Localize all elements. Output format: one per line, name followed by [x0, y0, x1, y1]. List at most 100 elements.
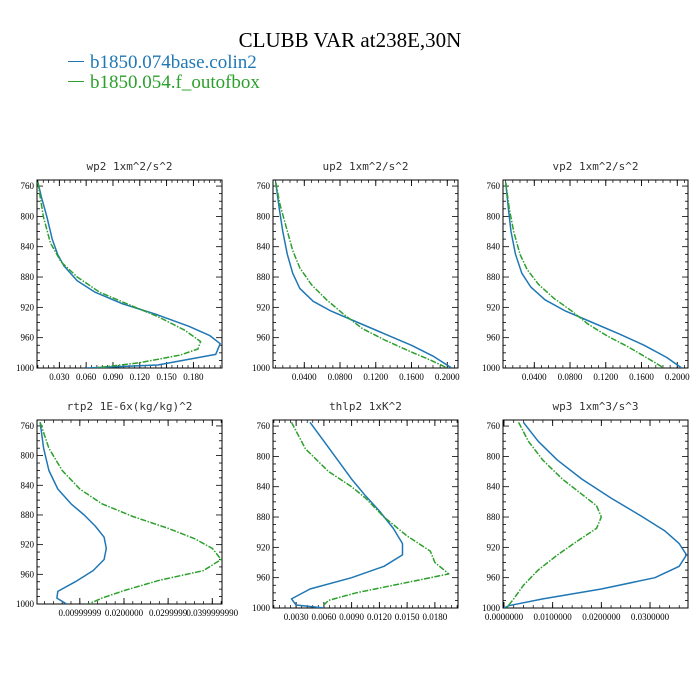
y-tick-label: 960	[21, 333, 35, 343]
x-tick-label: 0.0399999990	[186, 608, 238, 618]
y-tick-label: 840	[487, 482, 501, 492]
x-tick-label: 0.1200	[593, 372, 618, 382]
y-tick-label: 920	[21, 302, 35, 312]
plot-frame	[502, 419, 689, 609]
y-tick-label: 800	[487, 211, 501, 221]
plot-frame	[272, 419, 459, 609]
x-tick-label: 0.090	[103, 372, 124, 382]
panel-title: thlp2 1xK^2	[329, 400, 402, 413]
plot-frame	[502, 179, 689, 369]
series-line-outofbox	[39, 421, 222, 604]
x-tick-label: 0.2000	[665, 372, 690, 382]
x-tick-label: 0.030	[49, 372, 70, 382]
series-line-outofbox	[37, 182, 202, 368]
panel-5: wp3 1xm^3/s^3 760 800 840 880 920 960 10000.000…	[482, 400, 689, 622]
y-tick-label: 880	[21, 510, 35, 520]
x-tick-label: 0.0180	[423, 612, 448, 622]
panel-title: wp3 1xm^3/s^3	[552, 400, 638, 413]
y-tick-label: 800	[487, 451, 501, 461]
y-tick-label: 880	[257, 272, 271, 282]
y-tick-label: 760	[487, 421, 501, 431]
y-tick-label: 960	[257, 573, 271, 583]
y-tick-label: 920	[487, 542, 501, 552]
y-tick-label: 760	[21, 181, 35, 191]
x-tick-label: 0.120	[130, 372, 151, 382]
figure-title: CLUBB VAR at238E,30N	[238, 28, 462, 52]
x-tick-label: 0.0100000	[534, 612, 573, 622]
x-tick-label: 0.0030	[284, 612, 309, 622]
x-tick-label: 0.0200000	[105, 608, 144, 618]
plot-frame	[36, 179, 223, 369]
y-tick-label: 800	[21, 451, 35, 461]
y-tick-label: 920	[257, 302, 271, 312]
legend-label-base: b1850.074base.colin2	[90, 52, 257, 73]
y-tick-label: 840	[21, 480, 35, 490]
legend-label-outofbox: b1850.054.f_outofbox	[90, 72, 260, 93]
y-tick-label: 1000	[16, 363, 35, 373]
panel-title: up2 1xm^2/s^2	[322, 160, 408, 173]
y-tick-label: 960	[487, 573, 501, 583]
series-line-base	[37, 182, 221, 368]
legend-entry-outofbox: b1850.054.f_outofbox	[68, 72, 260, 94]
y-tick-label: 960	[487, 333, 501, 343]
plot-frame	[272, 179, 459, 369]
panel-title: wp2 1xm^2/s^2	[86, 160, 172, 173]
legend-line-swatch-base	[68, 61, 84, 63]
y-tick-label: 840	[257, 482, 271, 492]
y-tick-label: 1000	[482, 603, 501, 613]
series-line-outofbox	[504, 182, 665, 368]
panel-title: vp2 1xm^2/s^2	[552, 160, 638, 173]
y-tick-label: 1000	[252, 603, 271, 613]
x-tick-label: 0.00999999	[58, 608, 101, 618]
y-tick-label: 1000	[252, 363, 271, 373]
x-tick-label: 0.0400	[292, 372, 317, 382]
x-tick-label: 0.2000	[435, 372, 460, 382]
x-tick-label: 0.0800	[328, 372, 353, 382]
x-tick-label: 0.0200000	[582, 612, 621, 622]
series-line-outofbox	[290, 421, 450, 606]
y-tick-label: 920	[257, 542, 271, 552]
legend-entry-base: b1850.074base.colin2	[68, 52, 257, 74]
y-tick-label: 960	[21, 569, 35, 579]
x-tick-label: 0.0060	[312, 612, 337, 622]
series-line-base	[504, 182, 683, 368]
y-tick-label: 960	[257, 333, 271, 343]
plot-frame	[36, 419, 223, 605]
series-line-outofbox	[274, 182, 448, 368]
y-tick-label: 840	[21, 242, 35, 252]
x-tick-label: 0.1200	[363, 372, 388, 382]
x-tick-label: 0.0400	[522, 372, 547, 382]
y-tick-label: 880	[487, 512, 501, 522]
x-tick-label: 0.0800	[558, 372, 583, 382]
x-tick-label: 0.0299999	[149, 608, 188, 618]
x-tick-label: 0.180	[183, 372, 204, 382]
series-line-base	[290, 421, 404, 608]
y-tick-label: 880	[257, 512, 271, 522]
x-tick-label: 0.0090	[339, 612, 364, 622]
y-tick-label: 800	[257, 211, 271, 221]
y-tick-label: 840	[257, 242, 271, 252]
y-tick-label: 760	[257, 181, 271, 191]
panel-1: up2 1xm^2/s^2 760 800 840 880 920 960 1000 0.040…	[252, 160, 460, 382]
series-line-base	[39, 422, 108, 604]
y-tick-label: 920	[21, 540, 35, 550]
panel-title: rtp2 1E-6x(kg/kg)^2	[67, 400, 193, 413]
y-tick-label: 760	[487, 181, 501, 191]
x-tick-label: 0.0150	[395, 612, 420, 622]
y-tick-label: 800	[21, 211, 35, 221]
x-tick-label: 0.150	[156, 372, 177, 382]
x-tick-label: 0.0000000	[485, 612, 524, 622]
x-tick-label: 0.060	[76, 372, 97, 382]
series-line-outofbox	[505, 421, 603, 608]
y-tick-label: 840	[487, 242, 501, 252]
y-tick-label: 760	[21, 421, 35, 431]
x-tick-label: 0.0300000	[631, 612, 670, 622]
legend-line-swatch-outofbox	[68, 81, 84, 83]
panel-3: rtp2 1E-6x(kg/kg)^2 760 800 840 880 920 960 100…	[16, 400, 239, 618]
series-line-base	[503, 421, 688, 608]
y-tick-label: 880	[487, 272, 501, 282]
panel-2: vp2 1xm^2/s^2 760 800 840 880 920 960 1000 0.040…	[482, 160, 690, 382]
y-tick-label: 1000	[482, 363, 501, 373]
